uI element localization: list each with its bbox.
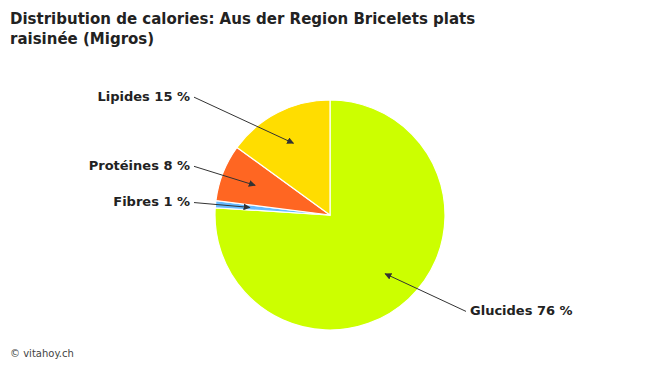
slice-labels: Glucides 76 % Fibres 1 % Protéines 8 % Lipi… bbox=[89, 89, 573, 318]
slice-label: Protéines 8 % bbox=[89, 158, 190, 173]
pie-slice bbox=[215, 100, 445, 330]
leader-line bbox=[194, 203, 250, 208]
leader-line bbox=[385, 274, 466, 312]
chart-title: Distribution de calories: Aus der Region… bbox=[10, 10, 475, 48]
pie bbox=[215, 100, 445, 330]
leader-line bbox=[194, 97, 293, 143]
chart-svg: Distribution de calories: Aus der Region… bbox=[0, 0, 650, 365]
leader-line bbox=[194, 166, 255, 185]
slice-label: Lipides 15 % bbox=[97, 89, 190, 104]
chart-container: Distribution de calories: Aus der Region… bbox=[0, 0, 650, 365]
pie-slice bbox=[237, 100, 330, 215]
watermark: © vitahoy.ch bbox=[10, 348, 74, 359]
slice-label: Glucides 76 % bbox=[470, 303, 573, 318]
slice-label: Fibres 1 % bbox=[113, 194, 190, 209]
